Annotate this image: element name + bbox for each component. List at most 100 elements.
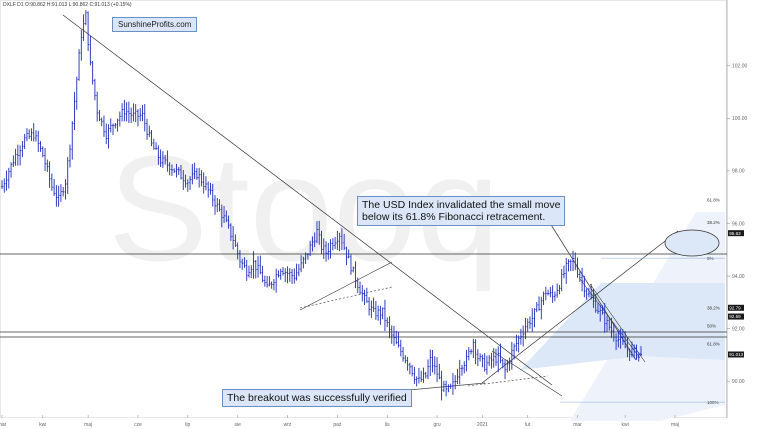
price-bar — [522, 325, 525, 347]
price-bar — [553, 291, 556, 302]
x-tick-label: maj — [671, 422, 679, 428]
price-bar — [594, 294, 597, 313]
price-bar — [71, 121, 74, 160]
price-bar — [508, 357, 511, 372]
price-bar — [3, 178, 6, 193]
price-bar — [132, 103, 135, 122]
price-bar — [64, 179, 67, 200]
price-bar — [232, 226, 235, 250]
price-bar — [53, 178, 56, 196]
x-tick-label: kwi — [39, 422, 46, 428]
price-bar — [372, 297, 375, 312]
price-bar — [456, 368, 459, 385]
price-bar — [556, 283, 559, 298]
fib-level-label: 61.8% — [707, 342, 720, 347]
price-bar — [420, 370, 423, 382]
y-tick-label: 90.00 — [732, 379, 745, 385]
price-bar — [440, 370, 443, 401]
price-bar — [139, 107, 142, 122]
price-bar — [288, 268, 291, 282]
price-bar — [612, 322, 615, 342]
price-bar — [562, 265, 565, 279]
x-tick-label: sie — [234, 422, 241, 428]
price-bar — [291, 269, 294, 284]
price-bar — [447, 384, 450, 393]
price-bar — [474, 339, 477, 365]
price-bar — [615, 333, 618, 351]
price-bar — [325, 241, 328, 262]
price-bar — [596, 302, 599, 314]
price-bar — [102, 115, 105, 137]
price-bar — [78, 49, 81, 81]
price-bar — [159, 149, 162, 167]
price-bar — [16, 144, 19, 166]
price-bar — [417, 367, 420, 384]
price-bar — [547, 289, 550, 296]
price-bar — [390, 325, 393, 344]
price-tag: 92.59 — [728, 313, 744, 320]
price-bar — [315, 221, 318, 244]
price-bar — [551, 285, 554, 303]
price-tag-label: 92.59 — [729, 314, 741, 319]
y-tick-label: 94.00 — [732, 274, 745, 280]
price-bar — [254, 259, 257, 279]
price-bar — [14, 148, 17, 166]
price-bar — [245, 259, 248, 281]
price-bar — [55, 185, 58, 207]
price-bar — [216, 197, 219, 213]
price-bar — [322, 238, 325, 259]
price-bar — [458, 359, 461, 385]
y-tick-label: 100.00 — [732, 116, 748, 122]
price-bar — [472, 338, 475, 359]
price-bar — [467, 346, 470, 361]
price-bar — [161, 151, 164, 168]
price-bar — [112, 123, 115, 135]
price-bar — [334, 236, 337, 250]
x-tick-label: kwi — [622, 422, 629, 428]
price-bar — [637, 352, 640, 362]
price-bar — [177, 167, 180, 175]
price-bar — [424, 371, 427, 379]
x-tick-label: lut — [525, 422, 531, 428]
price-bar — [395, 330, 398, 345]
price-bar — [225, 210, 228, 223]
price-bar — [535, 301, 538, 313]
price-bar — [127, 101, 130, 123]
price-bar — [626, 337, 629, 358]
price-bar — [630, 341, 633, 358]
price-bar — [610, 317, 613, 338]
price-bar — [297, 263, 300, 277]
price-bar — [21, 141, 24, 158]
price-tag-label: 92.79 — [729, 305, 741, 310]
price-bar — [374, 300, 377, 320]
price-bar — [281, 267, 284, 276]
price-bar — [393, 325, 396, 346]
price-bar — [345, 246, 348, 266]
price-bar — [114, 122, 117, 129]
price-bar — [302, 256, 305, 269]
price-bar — [236, 242, 239, 260]
price-bar — [399, 339, 402, 357]
price-tag: 92.79 — [728, 304, 744, 311]
price-bar — [300, 255, 303, 273]
price-bar — [343, 233, 346, 251]
price-bar — [100, 117, 103, 127]
x-tick-label: 2021 — [477, 422, 488, 428]
price-bar — [402, 346, 405, 362]
price-bar — [28, 129, 31, 140]
price-bar — [134, 104, 137, 123]
price-bar — [182, 170, 185, 191]
fib-level-label: 38.2% — [707, 306, 720, 311]
price-bar — [531, 308, 534, 332]
price-bar — [483, 353, 486, 372]
price-tag-box — [728, 230, 744, 237]
price-bar — [268, 276, 271, 287]
price-bar — [454, 375, 457, 390]
price-bar — [295, 263, 298, 281]
x-tick-label: maj — [84, 422, 92, 428]
price-bar — [485, 355, 488, 375]
price-bar — [329, 239, 332, 259]
price-bar — [427, 359, 429, 380]
price-bar — [517, 335, 520, 353]
price-bar — [542, 291, 545, 306]
